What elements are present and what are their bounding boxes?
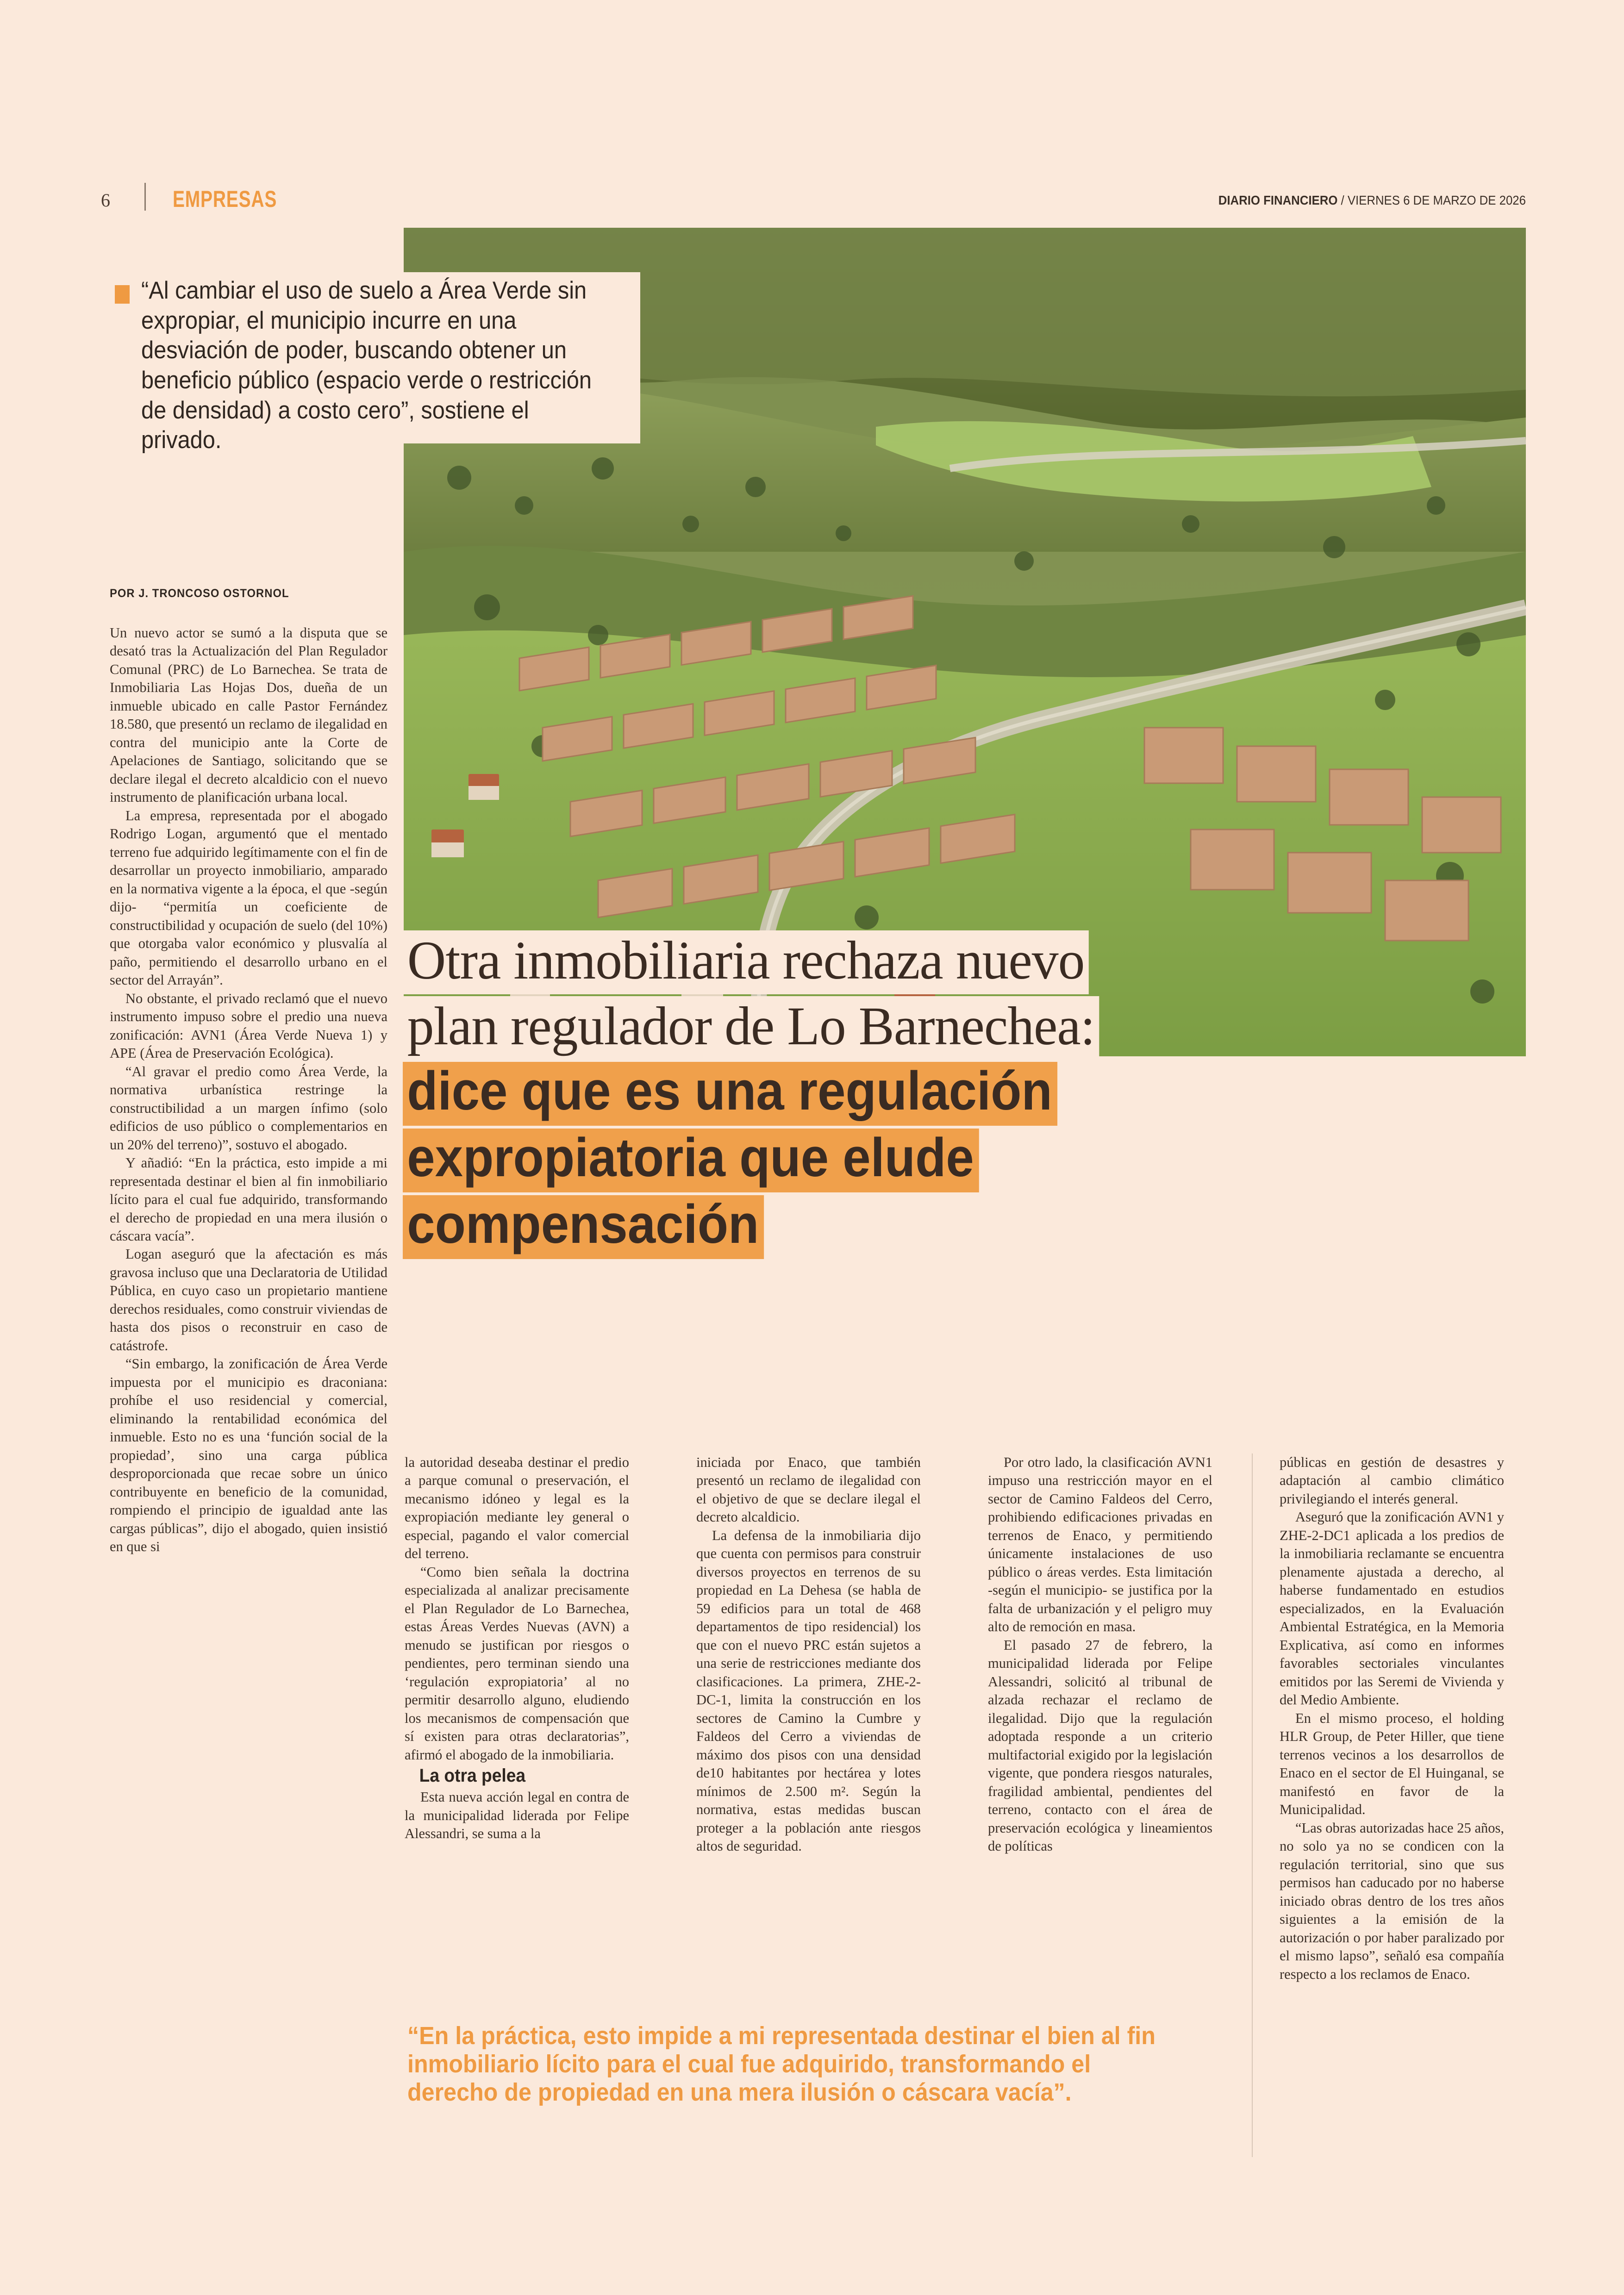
page-masthead: 6 EMPRESAS DIARIO FINANCIERO / VIERNES 6…: [101, 183, 1526, 212]
body-column-4: Por otro lado, la clasificación AVN1 imp…: [988, 1453, 1212, 1856]
paragraph: “Sin embargo, la zonificación de Área Ve…: [110, 1356, 387, 1555]
paragraph: No obstante, el privado reclamó que el n…: [110, 990, 387, 1061]
paragraph: la autoridad deseaba destinar el predio …: [405, 1454, 629, 1562]
paragraph: “Como bien señala la doctrina especializ…: [405, 1564, 629, 1763]
paragraph: El pasado 27 de febrero, la municipalida…: [988, 1637, 1212, 1854]
paragraph: Un nuevo actor se sumó a la disputa que …: [110, 625, 387, 805]
masthead-divider: [144, 183, 146, 211]
top-pull-quote: “Al cambiar el uso de suelo a Área Verde…: [112, 272, 640, 454]
headline-line-3: dice que es una regulación: [403, 1062, 1057, 1126]
paragraph: “Al gravar el predio como Área Verde, la…: [110, 1063, 387, 1153]
bottom-pull-quote: “En la práctica, esto impide a mi repres…: [407, 2022, 1156, 2107]
paragraph: Aseguró que la zonificación AVN1 y ZHE-2…: [1280, 1509, 1504, 1708]
square-bullet-icon: [115, 285, 130, 304]
top-pull-quote-text: “Al cambiar el uso de suelo a Área Verde…: [141, 277, 592, 454]
publication-name: DIARIO FINANCIERO: [1218, 193, 1338, 207]
body-column-5: públicas en gestión de desastres y adapt…: [1280, 1453, 1504, 1983]
column-rule: [1252, 1453, 1253, 2157]
paragraph: Y añadió: “En la práctica, esto impide a…: [110, 1155, 387, 1244]
paragraph: Por otro lado, la clasificación AVN1 imp…: [988, 1454, 1212, 1635]
body-column-1: Un nuevo actor se sumó a la disputa que …: [110, 624, 387, 2179]
headline-line-5: compensación: [403, 1195, 764, 1259]
paragraph: Logan aseguró que la afectación es más g…: [110, 1246, 387, 1353]
paragraph: En el mismo proceso, el holding HLR Grou…: [1280, 1710, 1504, 1818]
headline-line-4: expropiatoria que elude: [403, 1129, 979, 1192]
section-subheading: La otra pelea: [419, 1765, 526, 1786]
article-byline: POR J. TRONCOSO OSTORNOL: [110, 587, 289, 600]
aerial-hillside-illustration: [404, 228, 1526, 1056]
masthead-separator: /: [1337, 193, 1348, 207]
paragraph: La empresa, representada por el abogado …: [110, 807, 387, 988]
paragraph: Esta nueva acción legal en contra de la …: [405, 1789, 629, 1841]
masthead-publication-date: DIARIO FINANCIERO / VIERNES 6 DE MARZO D…: [1218, 193, 1526, 208]
paragraph: “Las obras autorizadas hace 25 años, no …: [1280, 1820, 1504, 1982]
issue-date: VIERNES 6 DE MARZO DE 2026: [1347, 193, 1526, 207]
page-folio-number: 6: [101, 190, 110, 211]
paragraph: La defensa de la inmobiliaria dijo que c…: [696, 1527, 921, 1854]
paragraph: iniciada por Enaco, que también presentó…: [696, 1454, 921, 1525]
body-column-3: iniciada por Enaco, que también presentó…: [696, 1453, 921, 1856]
section-label: EMPRESAS: [173, 186, 277, 212]
body-column-2: la autoridad deseaba destinar el predio …: [405, 1453, 629, 1843]
paragraph: públicas en gestión de desastres y adapt…: [1280, 1454, 1504, 1507]
article-photo: [404, 228, 1526, 1056]
